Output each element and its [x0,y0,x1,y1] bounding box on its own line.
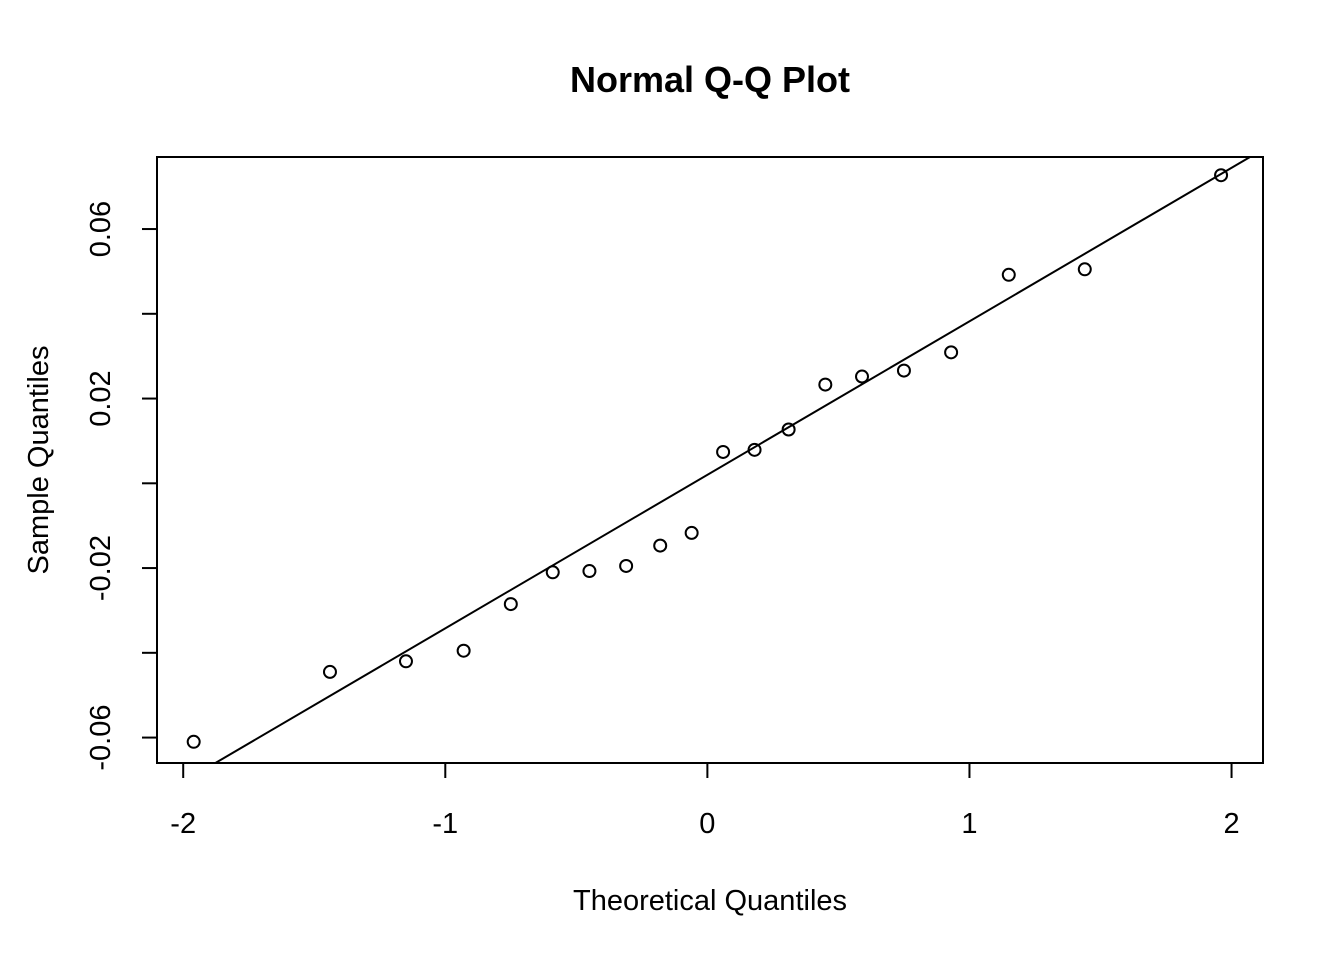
data-point [716,444,731,459]
data-point [1001,267,1016,282]
reference-line [213,157,1252,763]
x-tick-label: 1 [961,808,977,840]
data-point [684,525,699,540]
y-tick-label: 0.02 [85,370,117,426]
chart-title: Normal Q-Q Plot [570,59,850,100]
y-tick-label: 0.06 [85,201,117,257]
data-point [398,654,413,669]
x-axis: -2 -1 0 1 2 [170,762,1240,840]
data-point [781,422,796,437]
data-point [503,597,518,612]
data-point [186,734,201,749]
x-tick-label: 0 [699,808,715,840]
data-point [456,643,471,658]
data-point [818,377,833,392]
data-points [186,168,1229,749]
x-tick-label: -2 [170,808,196,840]
data-point [1214,168,1229,183]
x-tick-label: -1 [432,808,458,840]
y-tick-label: -0.02 [85,535,117,601]
data-point [545,565,560,580]
data-point [619,558,634,573]
x-axis-label: Theoretical Quantiles [573,885,847,917]
data-point [855,369,870,384]
y-axis: -0.06 -0.02 0.02 0.06 [85,201,158,771]
data-point [896,363,911,378]
data-point [944,345,959,360]
data-point [747,442,762,457]
plot-frame [156,156,1264,764]
y-tick-label: -0.06 [85,705,117,771]
y-axis-label: Sample Quantiles [23,346,55,575]
data-point [1077,262,1092,277]
data-point [322,664,337,679]
data-point [582,564,597,579]
x-tick-label: 2 [1223,808,1239,840]
data-point [653,538,668,553]
